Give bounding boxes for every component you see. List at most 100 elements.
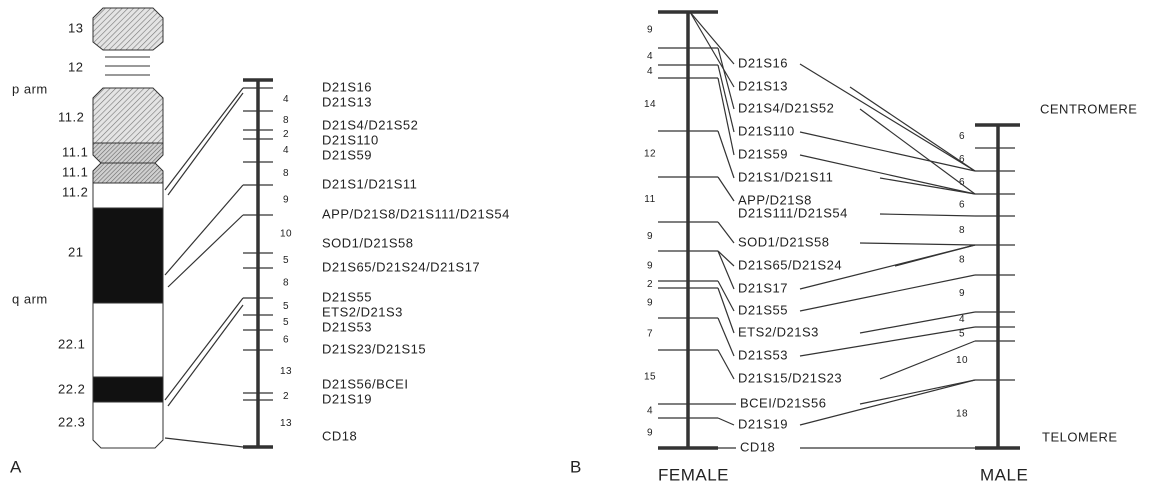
band-label: 11.1	[62, 144, 88, 159]
connector	[717, 287, 735, 334]
connector	[799, 274, 976, 312]
marker-label: SOD1/D21S58	[322, 235, 414, 250]
connector	[799, 379, 976, 426]
marker-label: D21S16	[738, 55, 788, 70]
marker-label: D21S4/D21S52	[322, 117, 418, 132]
band-label: 13	[68, 20, 83, 35]
marker-label: D21S55	[322, 289, 372, 304]
connector	[799, 326, 976, 357]
marker-label: SOD1/D21S58	[738, 234, 830, 249]
interval-label: 18	[956, 409, 968, 420]
marker-label: D21S65/D21S24	[738, 257, 842, 272]
interval-label: 4	[959, 314, 965, 325]
marker-label: D21S4/D21S52	[738, 100, 834, 115]
marker-label: D21S53	[738, 347, 788, 362]
marker-label: D21S1/D21S11	[738, 169, 833, 184]
end-label: TELOMERE	[1042, 429, 1118, 444]
band-q21	[92, 207, 164, 304]
interval-label: 4	[647, 51, 653, 62]
marker-label: CD18	[740, 439, 775, 454]
connector	[717, 64, 735, 133]
marker-label: D21S15/D21S23	[738, 370, 842, 385]
connector	[859, 311, 976, 334]
band-label: 11.2	[58, 109, 84, 124]
interval-label: 5	[283, 317, 289, 328]
marker-label: D21S59	[322, 147, 372, 162]
connector	[717, 250, 735, 267]
connector	[717, 280, 735, 312]
interval-label: 10	[956, 355, 968, 366]
connector	[799, 154, 976, 195]
axis-label: MALE	[980, 465, 1028, 484]
marker-label: APP/D21S8	[738, 192, 812, 207]
marker-label: D21S110	[738, 123, 795, 138]
marker-label: ETS2/D21S3	[738, 324, 819, 339]
band-label: p arm	[12, 81, 48, 96]
connector	[689, 11, 735, 88]
band-q22-2	[92, 376, 164, 403]
interval-label: 14	[644, 99, 656, 110]
connector	[717, 221, 735, 244]
connector	[167, 304, 244, 407]
marker-label: D21S13	[738, 78, 788, 93]
marker-label: D21S55	[738, 302, 788, 317]
interval-label: 4	[647, 66, 653, 77]
interval-label: 9	[647, 231, 653, 242]
interval-label: 6	[283, 335, 289, 346]
interval-label: 9	[647, 298, 653, 309]
interval-label: 8	[283, 115, 289, 126]
marker-label: D21S19	[322, 391, 372, 406]
band-p11-1	[92, 142, 164, 164]
band-q11-1	[92, 162, 164, 184]
connector	[717, 130, 735, 179]
connector	[717, 317, 735, 357]
connector	[167, 92, 244, 196]
marker-label: CD18	[322, 428, 357, 443]
band-q22-3	[92, 401, 164, 449]
interval-label: 13	[280, 418, 292, 429]
interval-label: 4	[283, 94, 289, 105]
marker-label: BCEI/D21S56	[740, 395, 826, 410]
connector	[717, 349, 735, 380]
band-q22-1	[92, 302, 164, 378]
marker-label: D21S110	[322, 132, 379, 147]
connector	[717, 47, 735, 110]
connector	[879, 340, 976, 380]
interval-label: 9	[647, 428, 653, 439]
connector	[799, 131, 976, 172]
interval-label: 5	[283, 301, 289, 312]
interval-label: 9	[647, 25, 653, 36]
interval-label: 6	[959, 154, 965, 165]
marker-label: D21S23/D21S15	[322, 341, 426, 356]
band-p11-2	[92, 87, 164, 144]
interval-label: 9	[959, 288, 965, 299]
interval-label: 6	[959, 177, 965, 188]
connector	[879, 177, 976, 195]
band-label: 11.1	[62, 164, 88, 179]
interval-label: 9	[647, 261, 653, 272]
connector	[799, 63, 976, 172]
interval-label: 4	[647, 406, 653, 417]
panel-label: A	[10, 457, 22, 476]
interval-label: 15	[644, 372, 656, 383]
marker-label: D21S56/BCEI	[322, 376, 408, 391]
interval-label: 11	[644, 194, 655, 205]
marker-label: D21S16	[322, 79, 372, 94]
marker-label: D21S53	[322, 319, 372, 334]
interval-label: 5	[283, 255, 289, 266]
interval-label: 8	[283, 278, 289, 289]
interval-label: 8	[959, 255, 965, 266]
axis-label: FEMALE	[658, 465, 729, 484]
interval-label: 2	[647, 279, 653, 290]
interval-label: 2	[283, 129, 289, 140]
connector	[717, 250, 735, 290]
band-label: 22.2	[58, 381, 85, 396]
marker-label: ETS2/D21S3	[322, 304, 403, 319]
interval-label: 7	[647, 329, 653, 340]
ideogram	[92, 7, 164, 449]
marker-label: D21S13	[322, 94, 372, 109]
band-label: 22.3	[58, 414, 85, 429]
interval-label: 4	[283, 145, 289, 156]
band-q11-2	[92, 182, 164, 209]
interval-label: 5	[959, 329, 965, 340]
